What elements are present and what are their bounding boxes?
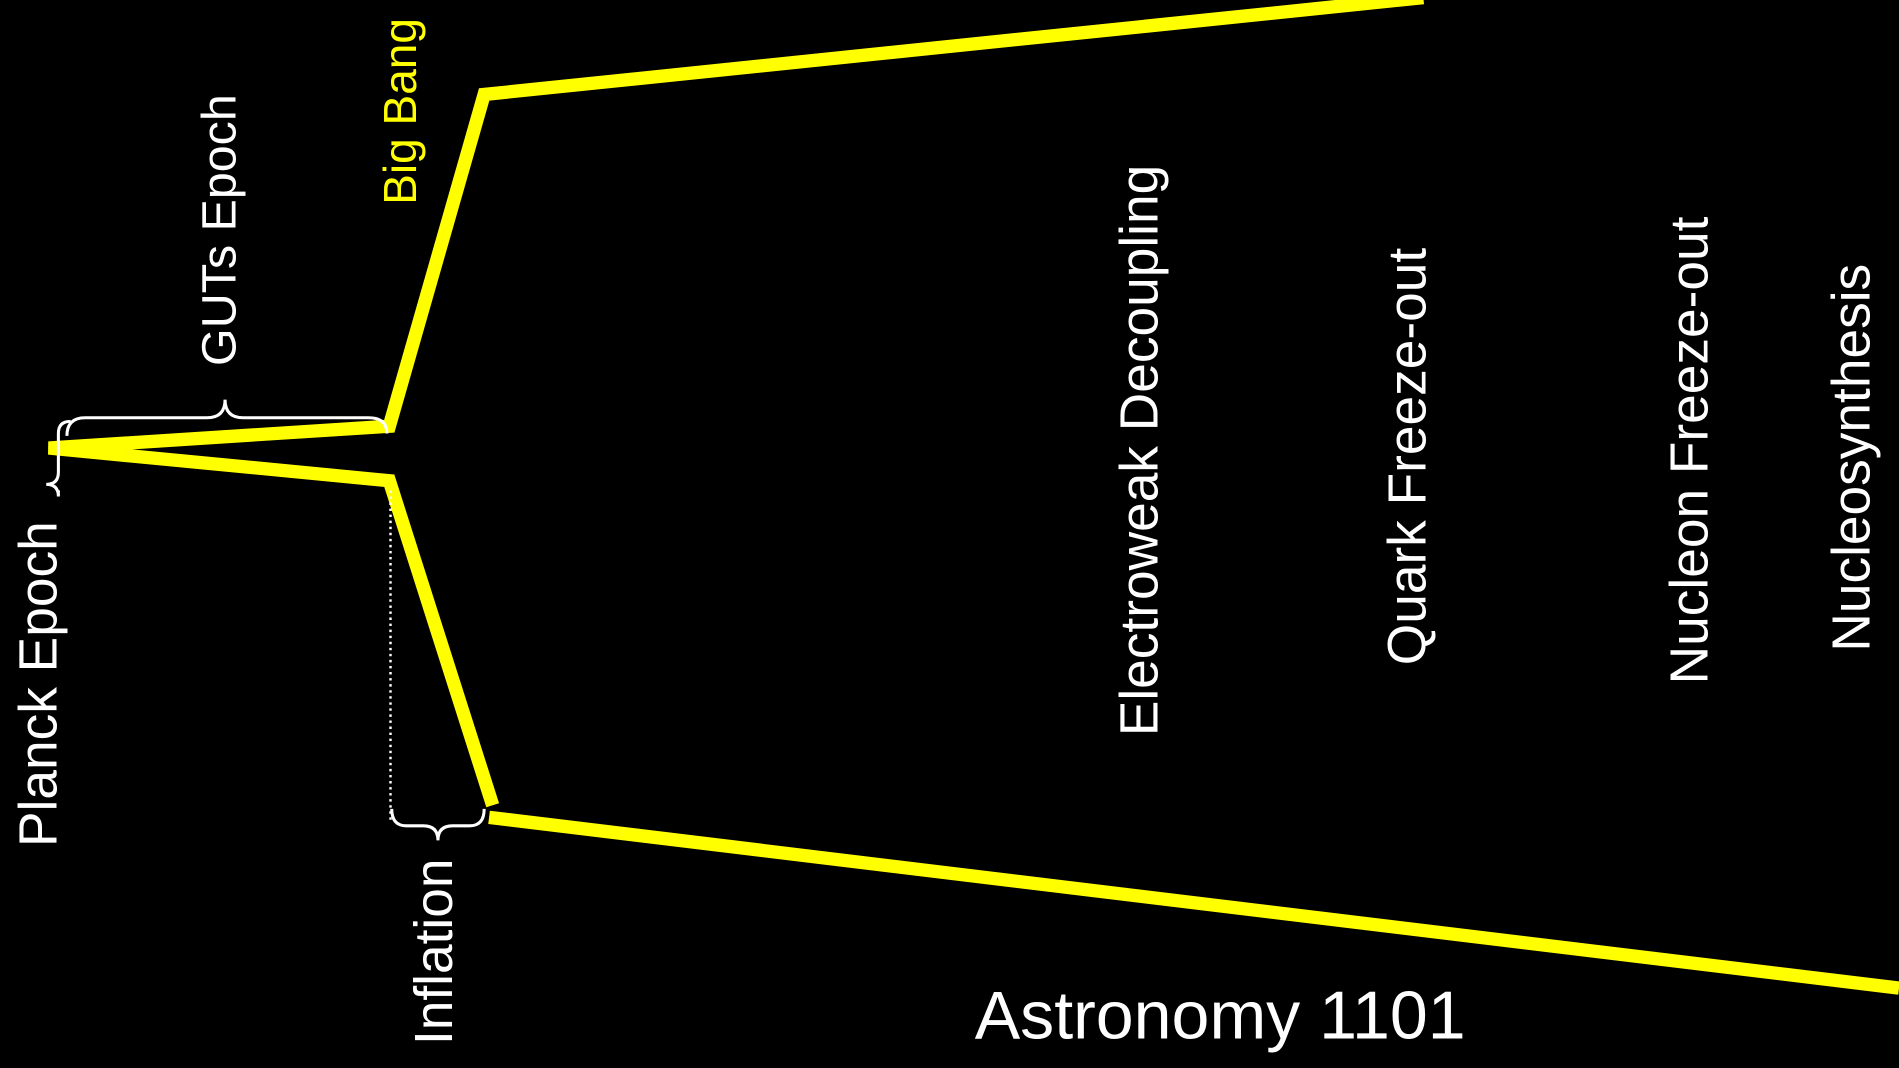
nucleosynthesis-label: Nucleosynthesis	[1822, 264, 1881, 652]
inflation-label: Inflation	[405, 858, 464, 1045]
planck-brace	[46, 419, 71, 497]
quark-label: Quark Freeze-out	[1378, 248, 1437, 666]
planck-label: Planck Epoch	[10, 521, 69, 847]
big-bang-label: Big Bang	[374, 18, 426, 205]
electroweak-label: Electroweak Decoupling	[1111, 165, 1170, 736]
universe-outline	[48, 0, 1425, 808]
universe-outline-lower	[488, 810, 1899, 995]
nucleon-label: Nucleon Freeze-out	[1660, 216, 1719, 684]
footer: Astronomy 1101	[975, 978, 1466, 1054]
inflation-brace	[390, 808, 486, 841]
guts-brace	[65, 399, 389, 436]
guts-label: GUTs Epoch	[192, 94, 246, 366]
